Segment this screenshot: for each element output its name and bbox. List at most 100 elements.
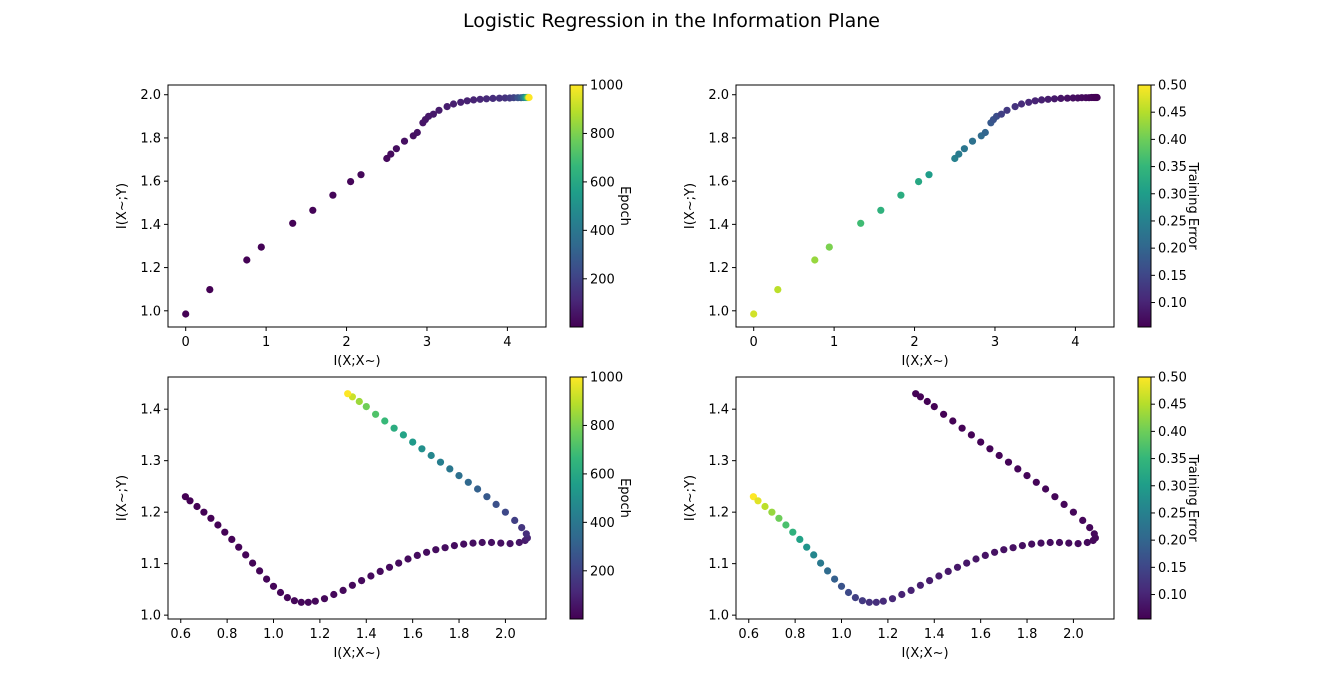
data-point: [320, 595, 329, 603]
data-point: [981, 551, 989, 560]
data-point: [400, 137, 409, 145]
data-point: [1042, 485, 1050, 493]
y-tick-label: 1.3: [140, 454, 161, 469]
data-point: [865, 598, 873, 606]
data-point: [330, 590, 338, 599]
y-tick-label: 2.0: [708, 88, 729, 103]
data-point: [381, 417, 389, 425]
scatter-series: [750, 93, 1101, 318]
colorbar-tick-label: 0.10: [1158, 588, 1187, 603]
data-point: [376, 567, 384, 576]
data-point: [487, 538, 496, 547]
data-point: [413, 551, 421, 560]
data-point: [1009, 544, 1017, 552]
colorbar: 0.10 0.15 0.20 0.25 0.30 0.35 0.40 0.45 0.50 Trai…: [1137, 371, 1200, 620]
x-tick-label: 1.2: [878, 627, 899, 642]
subplot-4: 0.6 0.8 1.0 1.2 1.4 1.6 1.8 2.0 1.0 1.1 1.2 1.3 1.4 I…: [683, 371, 1200, 662]
colorbar-frame: [569, 84, 584, 328]
colorbar-frame: [569, 376, 584, 620]
scatter-series: [182, 93, 533, 318]
data-point: [995, 451, 1003, 460]
data-point: [372, 410, 380, 418]
x-tick-label: 0.6: [738, 627, 759, 642]
data-point: [774, 286, 782, 294]
data-point: [981, 128, 989, 137]
data-point: [879, 597, 887, 605]
colorbar-tick-label: 0.15: [1158, 561, 1187, 576]
data-point: [907, 586, 915, 595]
data-point: [1063, 94, 1071, 102]
data-point: [390, 424, 398, 432]
x-tick-label: 3: [423, 335, 431, 350]
colorbar-tick-label: 0.20: [1158, 534, 1187, 549]
data-point: [518, 524, 526, 532]
data-point: [888, 595, 897, 603]
data-point: [463, 97, 471, 105]
colorbar-tick-label: 0.35: [1158, 160, 1187, 175]
y-tick-label: 1.1: [140, 557, 161, 572]
colorbar-gradient: [1138, 377, 1151, 619]
data-point: [915, 178, 923, 186]
data-point: [972, 555, 980, 563]
data-point: [435, 106, 443, 114]
data-point: [418, 445, 426, 453]
data-point: [997, 110, 1006, 118]
scatter-series: [181, 390, 532, 606]
data-point: [290, 597, 298, 605]
x-tick-label: 0.8: [785, 627, 806, 642]
data-point: [413, 128, 421, 137]
data-point: [492, 500, 500, 508]
data-point: [347, 178, 355, 186]
y-tick-label: 1.3: [708, 454, 729, 469]
data-point: [182, 310, 190, 318]
data-point: [1028, 540, 1036, 548]
data-point: [457, 98, 465, 106]
data-point: [344, 390, 352, 398]
colorbar-tick-label: 0.10: [1158, 296, 1187, 311]
y-tick-label: 1.2: [140, 506, 161, 521]
colorbar-tick-label: 200: [590, 272, 615, 287]
data-point: [831, 575, 839, 583]
colorbar-tick-label: 0.40: [1158, 425, 1187, 440]
data-point: [810, 551, 818, 559]
data-point: [522, 530, 530, 538]
data-point: [789, 528, 797, 536]
colorbar-gradient: [1138, 85, 1151, 327]
data-point: [511, 516, 519, 525]
x-tick-label: 2: [342, 335, 350, 350]
y-tick-label: 2.0: [140, 88, 161, 103]
data-point: [775, 514, 783, 522]
data-point: [207, 514, 215, 522]
data-point: [1074, 540, 1082, 548]
data-point: [362, 403, 370, 411]
colorbar-gradient: [570, 377, 583, 619]
data-point: [851, 594, 860, 602]
data-point: [409, 438, 417, 446]
y-tick-label: 1.2: [140, 261, 161, 276]
data-point: [877, 206, 885, 214]
data-point: [311, 597, 319, 605]
y-tick-label: 1.2: [708, 261, 729, 276]
x-tick-label: 1.0: [263, 627, 284, 642]
subplot-3: 0.6 0.8 1.0 1.2 1.4 1.6 1.8 2.0 1.0 1.1 1.2 1.3 1.4 I…: [115, 371, 632, 662]
data-point: [1086, 524, 1094, 532]
x-tick-label: 1.0: [831, 627, 852, 642]
data-point: [991, 548, 999, 556]
x-tick-label: 1.8: [449, 627, 470, 642]
data-point: [824, 567, 832, 575]
data-point: [968, 137, 977, 145]
data-point: [960, 145, 969, 153]
colorbar-tick-label: 200: [590, 564, 615, 579]
data-point: [309, 206, 317, 214]
data-point: [423, 548, 431, 556]
colorbar-tick-label: 1000: [590, 371, 623, 386]
subplot-1: 0 1 2 3 4 1.0 1.2 1.4 1.6 1.8 2.0 I(X;X~) I(X~;Y) 200…: [115, 79, 632, 370]
x-tick-label: 4: [1071, 335, 1079, 350]
data-point: [289, 219, 297, 227]
data-point: [297, 598, 305, 606]
x-tick-label: 1.4: [924, 627, 945, 642]
y-tick-label: 1.6: [140, 175, 161, 190]
colorbar-label: Epoch: [617, 186, 632, 226]
data-point: [385, 563, 394, 571]
data-point: [489, 94, 497, 102]
